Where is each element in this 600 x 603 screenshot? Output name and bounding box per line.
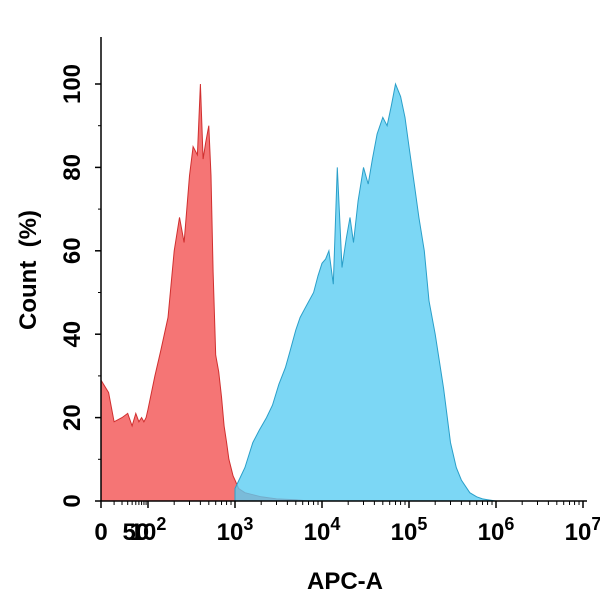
x-axis-title: APC-A [307,568,383,595]
y-axis-title: Count (%) [15,210,42,330]
x-tick-label: 106 [478,514,515,546]
x-tick-label: 102 [130,514,167,546]
x-tick-label: 104 [304,514,341,546]
plot-area [100,82,497,502]
y-tick-label: 80 [59,154,86,181]
y-tick-label: 40 [59,321,86,348]
x-axis-ticks: 010210310410510610710850 [94,501,600,546]
y-axis-ticks: 0 20 40 60 80 100 [59,64,101,508]
x-tick-label: 103 [217,514,254,546]
series-area-2 [234,82,497,502]
y-tick-label: 60 [59,237,86,264]
x-tick-label-minor: 50 [122,519,149,546]
x-tick-label: 0 [94,519,107,546]
x-tick-label: 107 [565,514,600,546]
y-tick-label: 0 [59,494,86,507]
y-tick-label: 100 [59,64,86,104]
series-layer [100,82,497,502]
y-tick-label: 20 [59,404,86,431]
x-tick-label: 105 [391,514,428,546]
